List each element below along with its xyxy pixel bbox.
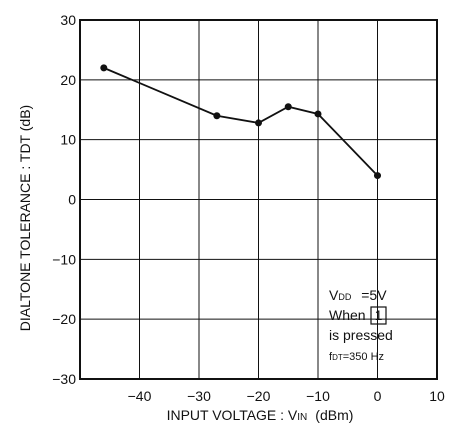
data-point <box>284 103 292 111</box>
x-axis-label: INPUT VOLTAGE : VIN (dBm) <box>167 407 354 423</box>
x-tick-label: −20 <box>247 388 271 404</box>
y-tick-label: −30 <box>52 371 76 387</box>
data-point <box>213 112 221 120</box>
data-point <box>314 110 322 118</box>
y-axis-label: DIALTONE TOLERANCE : TDT (dB) <box>17 105 33 331</box>
y-tick-labels: 30 20 10 0 −10 −20 −30 <box>52 12 76 387</box>
x-tick-label: −30 <box>187 388 211 404</box>
series-line <box>103 67 379 177</box>
grid <box>80 20 437 379</box>
note-fdt: fDT=350 Hz <box>329 351 384 363</box>
y-tick-label: 10 <box>60 132 76 148</box>
y-tick-label: 30 <box>60 12 76 28</box>
data-point <box>255 119 262 127</box>
x-axis-label-sub: IN <box>297 412 307 423</box>
x-tick-label: −10 <box>306 388 330 404</box>
note-vdd: VDD =5V <box>329 287 387 303</box>
x-axis-label-unit: (dBm) <box>315 407 353 423</box>
x-tick-label: −40 <box>128 388 152 404</box>
x-axis-label-main: INPUT VOLTAGE : V <box>167 407 298 423</box>
x-tick-label: 10 <box>429 388 445 404</box>
data-point <box>374 172 381 180</box>
y-tick-label: 0 <box>68 192 76 208</box>
note-vdd-value: =5V <box>357 287 387 303</box>
condition-note: VDD =5V When 1 is pressed fDT=350 Hz <box>329 287 393 363</box>
note-key: 1 <box>375 307 383 323</box>
note-fdt-main: f <box>329 351 333 363</box>
series <box>100 64 381 180</box>
note-vdd-sub: DD <box>338 292 351 302</box>
data-point <box>100 64 108 72</box>
y-tick-label: −10 <box>52 251 76 267</box>
x-tick-labels: −40 −30 −20 −10 0 10 <box>128 388 445 404</box>
y-tick-label: −20 <box>52 311 76 327</box>
note-key-box <box>370 306 387 325</box>
x-tick-label: 0 <box>374 388 382 404</box>
plot-frame <box>79 19 438 380</box>
y-tick-label: 20 <box>60 72 76 88</box>
note-fdt-value: =350 Hz <box>343 351 384 363</box>
note-vdd-main: V <box>329 287 339 303</box>
note-fdt-sub: DT <box>332 353 343 362</box>
note-pressed: is pressed <box>329 327 393 343</box>
note-when: When <box>329 307 366 323</box>
